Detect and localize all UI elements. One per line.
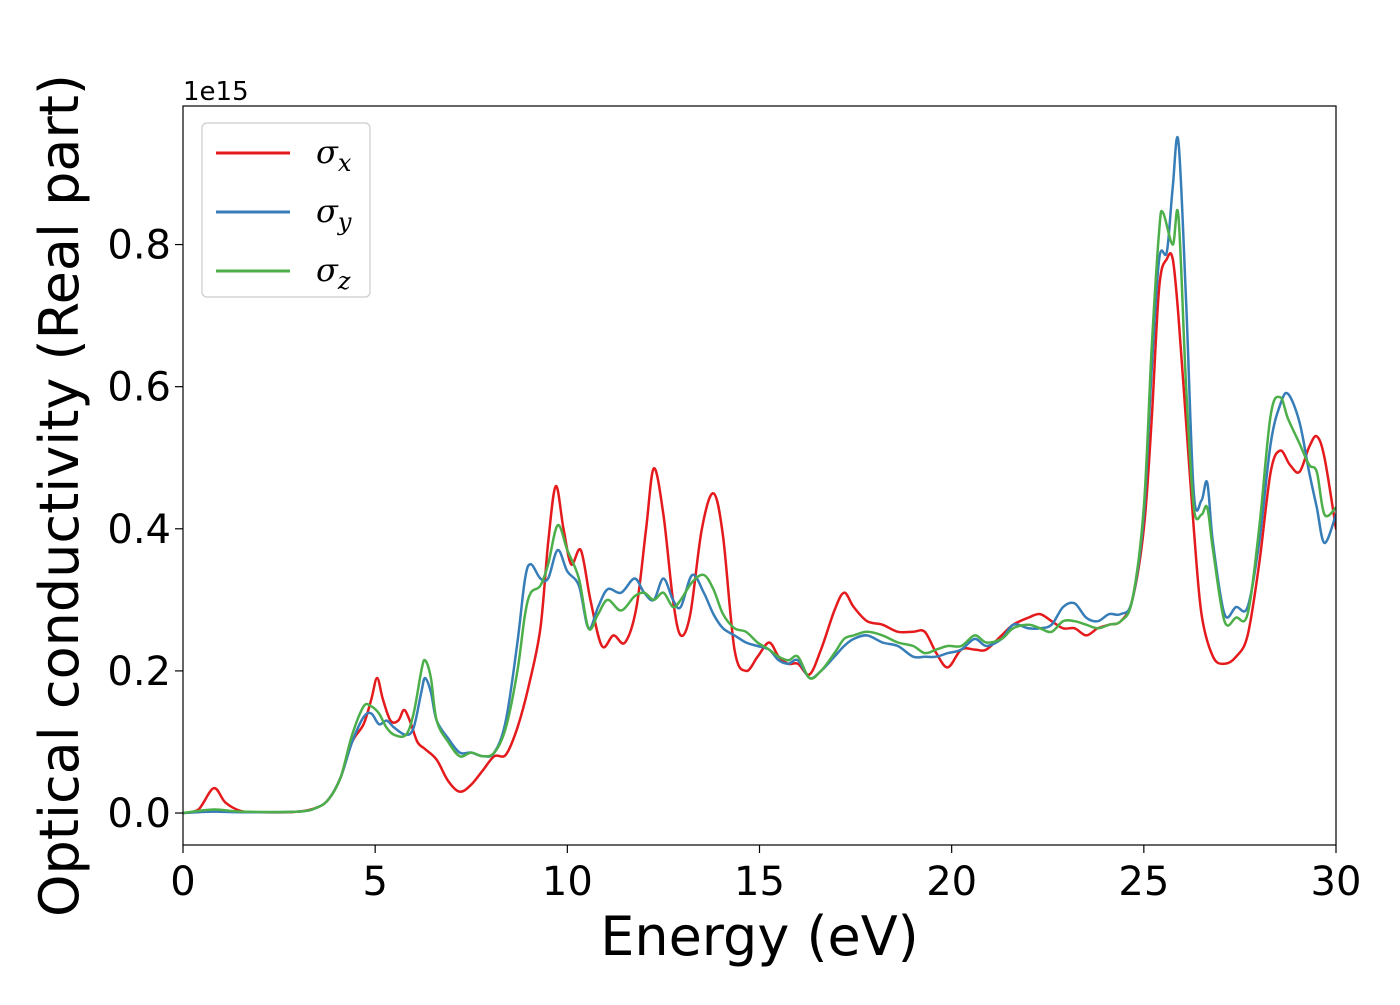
series-line-z [183, 208, 1336, 815]
ticks-layer: 0 5 10 15 20 25 30 0.0 0.2 0.4 0.6 0.8 [107, 223, 1361, 905]
legend-label-z: σz [316, 251, 351, 295]
legend-label-x: σx [316, 133, 352, 177]
x-tick-label: 15 [734, 859, 785, 905]
series-layer [183, 136, 1336, 815]
legend-frame [201, 122, 371, 298]
y-tick-label: 0.6 [107, 365, 171, 411]
y-tick-label: 0.2 [107, 649, 171, 695]
x-tick-label: 25 [1118, 859, 1169, 905]
x-tick-label: 30 [1311, 859, 1362, 905]
legend: σx σy σz [201, 122, 371, 298]
x-tick-label: 0 [170, 859, 195, 905]
x-axis-label: Energy (eV) [600, 905, 919, 968]
y-tick-label: 0.0 [107, 791, 171, 837]
y-tick-label: 0.8 [107, 223, 171, 269]
series-line-x [183, 252, 1336, 815]
x-tick-label: 20 [926, 859, 977, 905]
x-tick-label: 10 [542, 859, 593, 905]
y-tick-label: 0.4 [107, 507, 171, 553]
y-offset-text: 1e15 [183, 77, 249, 107]
y-axis-label: Optical conductivity (Real part) [28, 74, 91, 917]
x-tick-label: 5 [362, 859, 387, 905]
legend-label-y: σy [316, 192, 352, 236]
